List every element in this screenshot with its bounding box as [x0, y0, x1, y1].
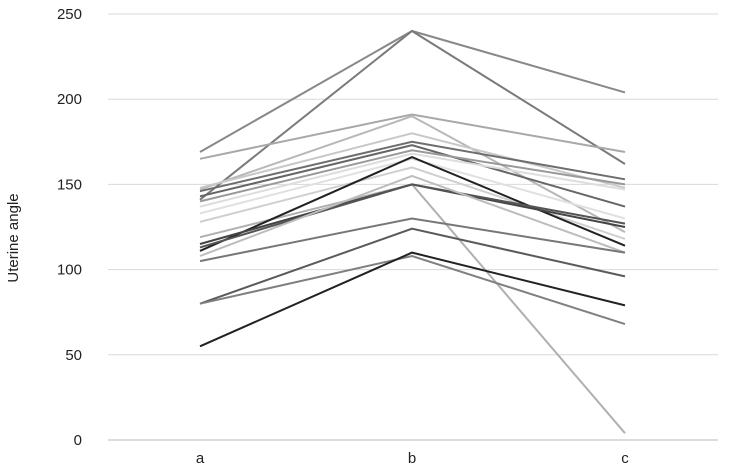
- series-line-11: [199, 166, 626, 240]
- series-line-14: [199, 183, 626, 245]
- series-line-6: [199, 140, 626, 193]
- series-line-8: [199, 149, 626, 203]
- y-tick-label: 150: [57, 176, 82, 193]
- axes: 0 50 100 150 200 250 a b c: [57, 6, 718, 466]
- series-line-13: [199, 156, 626, 252]
- series-line-17: [199, 217, 626, 263]
- series-line-15: [199, 183, 626, 249]
- series-line-7: [199, 144, 626, 208]
- y-tick-label: 50: [65, 347, 82, 364]
- series-line-3: [199, 113, 626, 160]
- series-line-18: [199, 227, 626, 305]
- series-line-10: [199, 157, 626, 220]
- series-line-16: [199, 174, 626, 257]
- y-axis-title: Uterine angle: [5, 193, 22, 282]
- series-line-9: [199, 152, 626, 208]
- series-line-19: [199, 254, 626, 326]
- y-tick-label: 200: [57, 91, 82, 108]
- series-line-20: [199, 251, 626, 348]
- y-tick-label: 250: [57, 6, 82, 23]
- x-tick-label-a: a: [196, 450, 205, 466]
- series-line-4: [199, 115, 626, 233]
- x-tick-label-b: b: [408, 450, 416, 466]
- series-lines: [199, 29, 626, 434]
- y-tick-label: 0: [74, 432, 82, 449]
- x-tick-label-c: c: [621, 450, 629, 466]
- y-tick-label: 100: [57, 262, 82, 279]
- series-line-5: [199, 132, 626, 189]
